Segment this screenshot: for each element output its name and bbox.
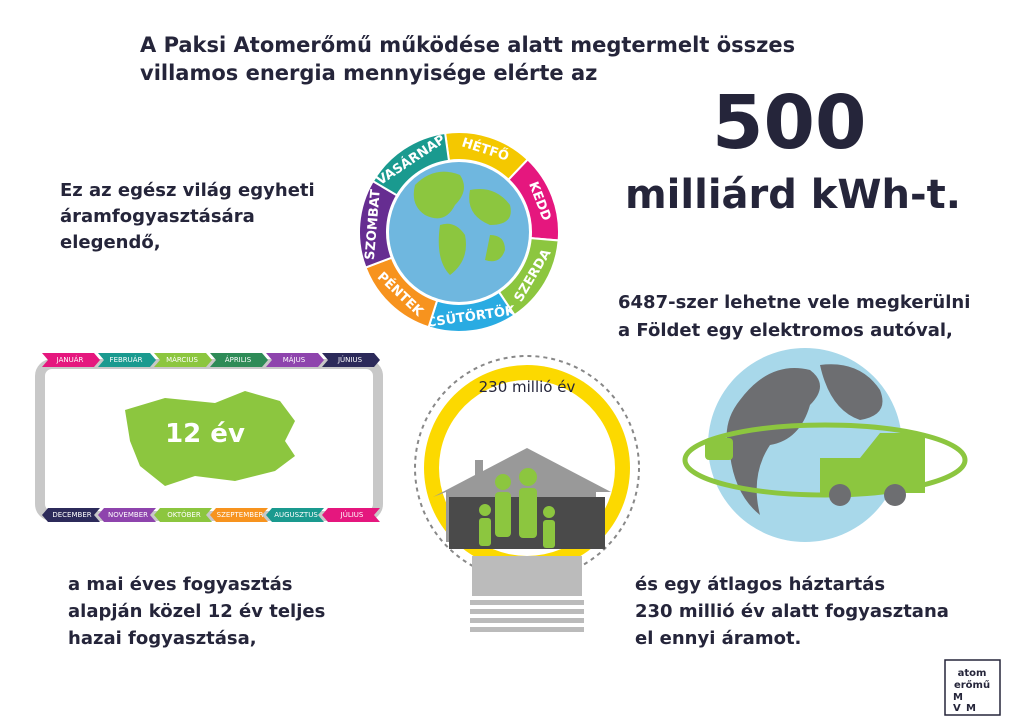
bulb-label: 230 millió év	[479, 378, 576, 396]
month-label: JÚNIUS	[337, 355, 363, 364]
globe	[389, 162, 529, 302]
month-label: AUGUSZTUS	[274, 511, 318, 519]
month-label: DECEMBER	[52, 511, 91, 519]
body-text: hazai fogyasztása,	[68, 628, 257, 649]
month-label: OKTÓBER	[167, 510, 201, 519]
logo-letter: M	[953, 692, 963, 703]
month-label: NOVEMBER	[108, 511, 148, 519]
month-chevron	[210, 508, 268, 522]
body-text: és egy átlagos háztartás	[635, 574, 885, 595]
body-text: elegendő,	[60, 232, 161, 253]
logo-text: atom	[958, 668, 987, 679]
body-text: Ez az egész világ egyheti	[60, 180, 315, 201]
day-segment	[371, 131, 451, 197]
hungary-map	[125, 391, 295, 486]
month-chevron	[154, 508, 212, 522]
month-label: FEBRUÁR	[110, 355, 143, 364]
month-chevron	[154, 353, 212, 367]
bulb	[414, 355, 640, 632]
month-chevron	[266, 353, 324, 367]
headline: A Paksi Atomerőmű működése alatt megterm…	[140, 33, 795, 57]
month-chevron	[98, 508, 156, 522]
logo-text: erőmű	[954, 679, 990, 691]
month-label: MÁRCIUS	[166, 355, 198, 364]
month-label: MÁJUS	[283, 355, 306, 364]
logo-letter: V	[953, 703, 961, 714]
years-label: 12 év	[165, 419, 245, 449]
logo: atom erőmű M V M	[944, 659, 1001, 716]
big-number: 500	[712, 80, 866, 166]
month-chevron	[210, 353, 268, 367]
month-label: JANUÁR	[56, 355, 84, 364]
month-chevron	[322, 508, 380, 522]
months-frame	[35, 359, 383, 521]
month-chevron	[266, 508, 324, 522]
unit: milliárd kWh-t.	[625, 172, 961, 218]
month-chevron	[42, 353, 100, 367]
body-text: áramfogyasztására	[60, 206, 255, 227]
body-text: a Földet egy elektromos autóval,	[618, 320, 953, 341]
earth-car	[682, 348, 968, 542]
body-text: 230 millió év alatt fogyasztana	[635, 601, 949, 622]
headline: villamos energia mennyisége elérte az	[140, 61, 597, 85]
day-label: SZOMBAT	[363, 189, 384, 261]
logo-letter: M	[966, 703, 976, 714]
month-label: JÚLIUS	[340, 510, 364, 519]
body-text: alapján közel 12 év teljes	[68, 601, 325, 622]
month-label: ÁPRILIS	[225, 355, 252, 364]
month-chevron	[98, 353, 156, 367]
body-text: el ennyi áramot.	[635, 628, 801, 649]
body-text: a mai éves fogyasztás	[68, 574, 293, 595]
month-chevron	[322, 353, 380, 367]
body-text: 6487-szer lehetne vele megkerülni	[618, 292, 970, 313]
month-chevron	[42, 508, 100, 522]
month-label: SZEPTEMBER	[217, 511, 264, 519]
